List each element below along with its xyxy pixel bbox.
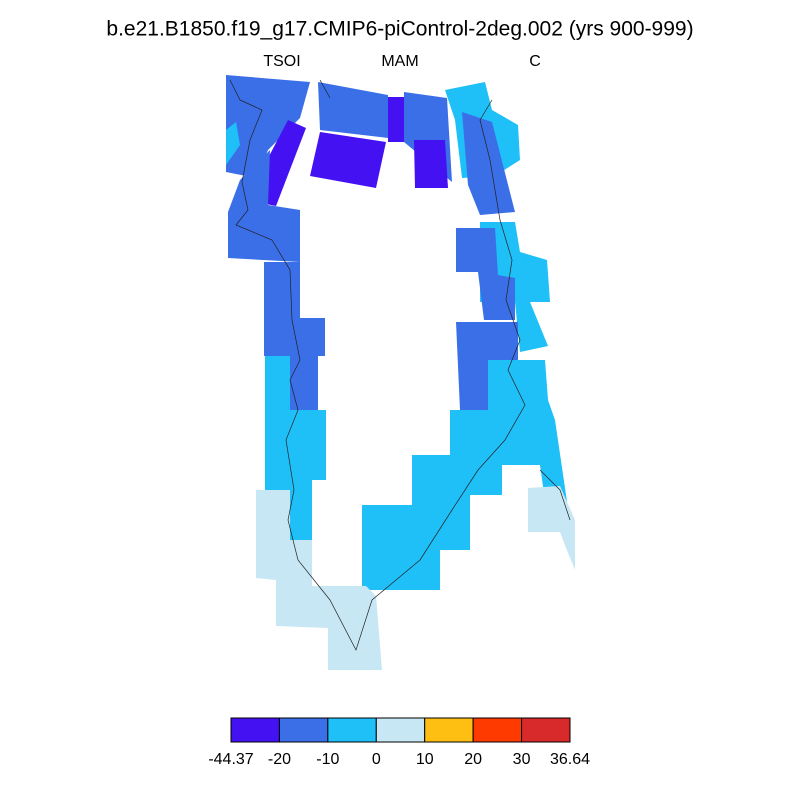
- map-cell: [228, 150, 300, 262]
- colorbar-label: -10: [316, 751, 339, 768]
- map-cell: [388, 97, 404, 142]
- colorbar-box: [375, 717, 426, 743]
- colorbar-label: 36.64: [550, 751, 590, 768]
- map-cell: [290, 356, 318, 410]
- map-cell: [414, 140, 448, 188]
- colorbar-box: [230, 717, 280, 743]
- colorbar-label: 0: [372, 751, 381, 768]
- colorbar-box: [327, 717, 377, 743]
- map-cell: [226, 122, 240, 165]
- left-string: TSOI: [263, 53, 300, 70]
- map-cell: [318, 82, 388, 138]
- map-cell: [310, 132, 386, 188]
- map-cell: [528, 486, 575, 570]
- map: [226, 75, 575, 670]
- colorbar-label: -20: [268, 751, 291, 768]
- colorbar-box: [472, 717, 523, 743]
- map-cell: [256, 490, 382, 670]
- map-cell: [462, 112, 515, 215]
- colorbar-label: 10: [416, 751, 434, 768]
- map-cell: [265, 356, 326, 540]
- colorbar-label: -44.37: [208, 751, 253, 768]
- title: b.e21.B1850.f19_g17.CMIP6-piControl-2deg…: [106, 18, 693, 41]
- map-cell: [226, 75, 310, 178]
- center-string: MAM: [381, 53, 418, 70]
- colorbar-box: [278, 717, 329, 743]
- coastline: [229, 79, 571, 651]
- colorbar-label: 20: [464, 751, 482, 768]
- right-string: C: [529, 53, 541, 70]
- colorbar-box: [521, 717, 571, 743]
- map-cell: [264, 262, 325, 356]
- colorbar-box: [424, 717, 474, 743]
- map-cell: [456, 322, 518, 410]
- colorbar: -44.37 -20 -10 0 10 20 30 36.64: [208, 717, 590, 768]
- map-cell: [456, 228, 515, 320]
- colorbar-label: 30: [513, 751, 531, 768]
